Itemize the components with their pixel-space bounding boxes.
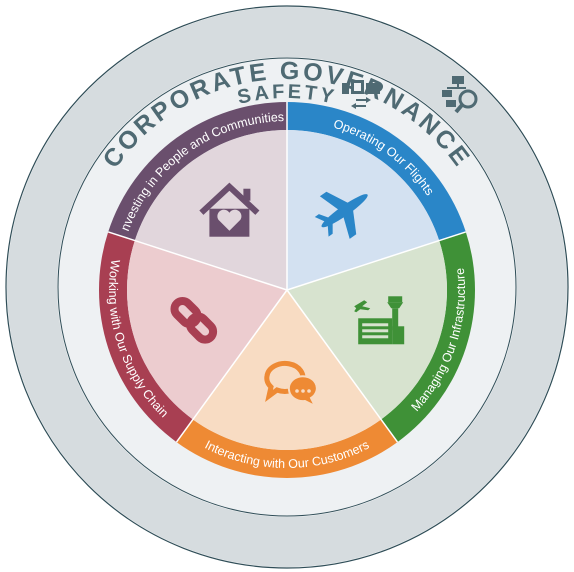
governance-diagram: CORPORATE GOVERNANCE SAFETY Operating Ou…	[0, 0, 574, 572]
